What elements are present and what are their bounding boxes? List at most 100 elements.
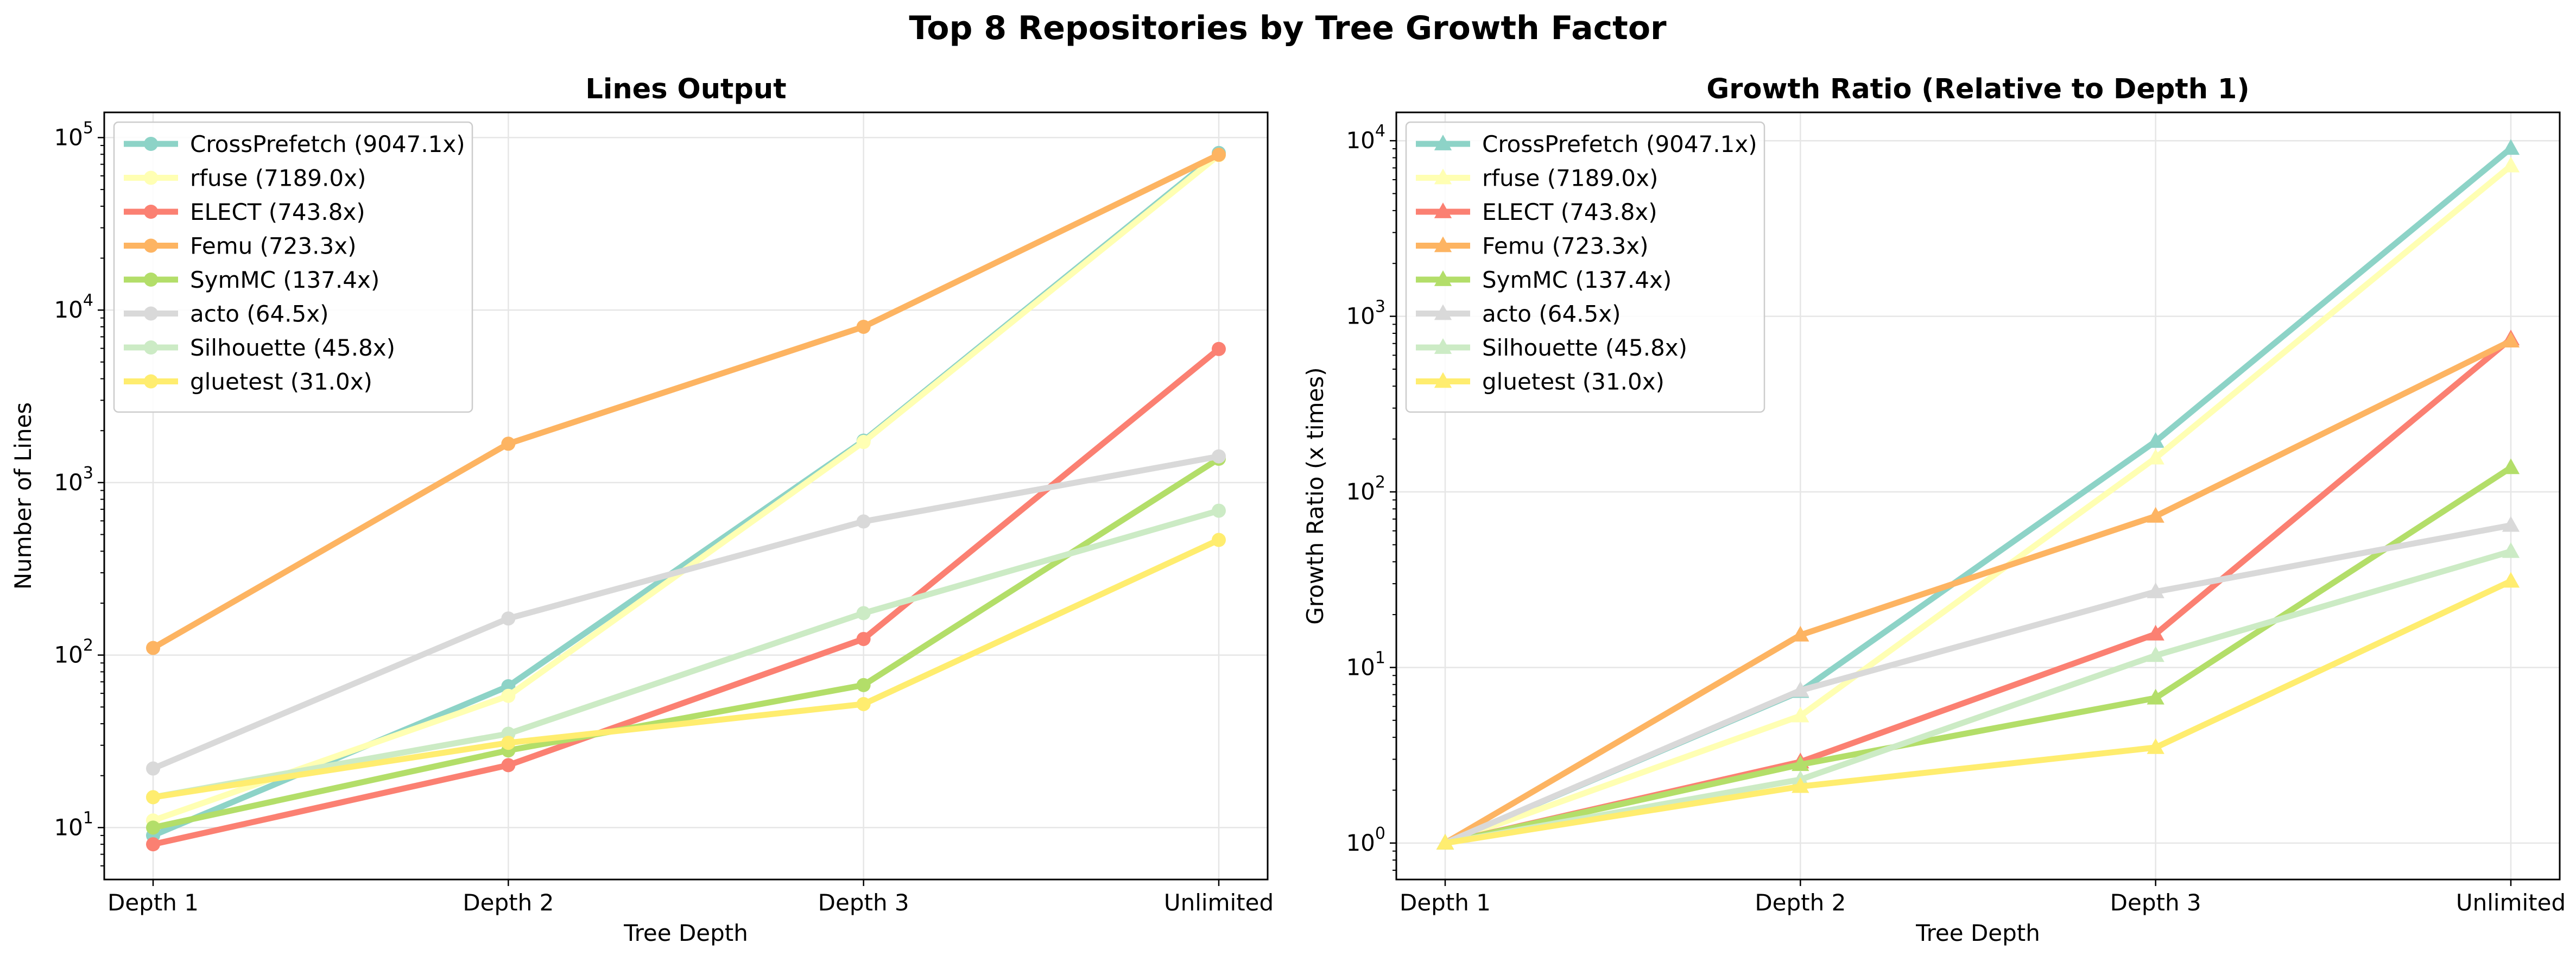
- y-tick-exponent: 1: [83, 808, 93, 827]
- legend-label: ELECT (743.8x): [190, 199, 365, 225]
- y-tick-label: 100: [1346, 824, 1385, 856]
- lines-output-panel: 101 102 103 104 105 Depth 1 Depth 2 Depth 3 Unli…: [10, 73, 1274, 946]
- y-tick-label: 101: [1346, 648, 1385, 680]
- data-point: [2502, 139, 2520, 155]
- data-point: [856, 319, 871, 334]
- y-axis-label: Number of Lines: [10, 402, 36, 590]
- series-gluetest: [1436, 572, 2520, 850]
- data-point: [146, 837, 160, 852]
- data-point: [2147, 624, 2164, 641]
- legend-marker: [144, 306, 158, 321]
- legend-marker: [1434, 338, 1452, 354]
- legend: CrossPrefetch (9047.1x) rfuse (7189.0x) EL…: [113, 121, 473, 413]
- data-point: [856, 678, 871, 692]
- data-point: [1792, 755, 1809, 771]
- legend-marker: [1434, 135, 1452, 150]
- y-tick-label: 102: [54, 636, 93, 668]
- data-point: [1212, 147, 1226, 162]
- legend-label: CrossPrefetch (9047.1x): [190, 131, 465, 157]
- data-point: [2147, 646, 2164, 662]
- legend-marker: [144, 137, 158, 151]
- x-tick-label: Depth 1: [107, 889, 199, 916]
- legend-marker: [144, 273, 158, 287]
- series-line-elect: [150, 346, 1222, 847]
- series-line-silhouette: [1442, 548, 2514, 846]
- data-point: [501, 736, 516, 750]
- data-point: [501, 436, 516, 451]
- y-tick-label: 104: [1346, 122, 1385, 154]
- data-point: [501, 688, 516, 703]
- data-point: [2502, 332, 2520, 348]
- data-point: [1792, 625, 1809, 642]
- legend-item-elect: ELECT (743.8x): [124, 199, 365, 225]
- y-tick-exponent: 2: [83, 636, 93, 655]
- series-femu: [146, 147, 1226, 655]
- legend-item-crossprefetch: CrossPrefetch (9047.1x): [1416, 131, 1757, 157]
- series-line-silhouette: [150, 508, 1222, 800]
- series-elect: [146, 341, 1226, 852]
- panel-title: Growth Ratio (Relative to Depth 1): [1706, 73, 2249, 105]
- legend-label: Femu (723.3x): [190, 233, 356, 260]
- x-tick-label: Depth 3: [818, 889, 909, 916]
- data-point: [856, 606, 871, 621]
- legend-marker: [144, 205, 158, 219]
- legend-item-femu: Femu (723.3x): [124, 233, 356, 260]
- y-tick-label: 101: [54, 808, 93, 840]
- legend-label: SymMC (137.4x): [190, 267, 379, 293]
- legend-label: Silhouette (45.8x): [1482, 334, 1687, 361]
- y-tick-label: 103: [1346, 298, 1385, 330]
- data-point: [146, 790, 160, 805]
- series-line-gluetest: [150, 537, 1222, 800]
- legend-item-acto: acto (64.5x): [1416, 301, 1621, 327]
- data-point: [2502, 516, 2520, 532]
- legend-item-gluetest: gluetest (31.0x): [124, 369, 372, 395]
- legend-label: CrossPrefetch (9047.1x): [1482, 131, 1757, 157]
- legend-label: acto (64.5x): [1482, 301, 1621, 327]
- legend-box: [1405, 121, 1765, 413]
- data-point: [1792, 777, 1809, 793]
- y-tick-exponent: 0: [1375, 824, 1385, 843]
- legend-marker: [1434, 168, 1452, 185]
- panel-title: Lines Output: [585, 73, 786, 105]
- series-gluetest: [146, 533, 1226, 805]
- legend-label: acto (64.5x): [190, 301, 329, 327]
- series-line-acto: [150, 453, 1222, 772]
- series-line-femu: [1442, 338, 2514, 846]
- data-point: [1436, 833, 1454, 850]
- legend-marker: [1434, 270, 1452, 286]
- legend-item-rfuse: rfuse (7189.0x): [1416, 165, 1658, 192]
- data-point: [2147, 432, 2164, 448]
- data-point: [2147, 738, 2164, 754]
- legend-marker: [1434, 372, 1452, 388]
- axes-frame: [1395, 111, 2561, 881]
- data-point: [2147, 688, 2164, 705]
- series-acto: [146, 449, 1226, 776]
- data-point: [1212, 503, 1226, 518]
- figure-title: Top 8 Repositories by Tree Growth Factor: [909, 9, 1667, 47]
- y-tick-exponent: 5: [83, 118, 93, 137]
- axes-frame: [103, 111, 1269, 881]
- y-tick-exponent: 2: [1375, 473, 1385, 492]
- series-line-symmc: [150, 455, 1222, 831]
- data-point: [501, 758, 516, 773]
- legend-item-femu: Femu (723.3x): [1416, 233, 1648, 260]
- legend-marker: [1434, 203, 1452, 218]
- data-point: [146, 641, 160, 655]
- data-point: [1792, 681, 1809, 697]
- y-tick-label: 103: [54, 464, 93, 496]
- y-tick-exponent: 1: [1375, 648, 1385, 667]
- legend-item-elect: ELECT (743.8x): [1416, 199, 1657, 225]
- legend-item-silhouette: Silhouette (45.8x): [1416, 334, 1687, 361]
- legend-marker: [144, 340, 158, 355]
- legend-label: SymMC (137.4x): [1482, 267, 1672, 293]
- legend-item-rfuse: rfuse (7189.0x): [124, 165, 366, 192]
- legend-marker: [144, 170, 158, 185]
- series-line-rfuse: [1442, 163, 2514, 846]
- data-point: [2502, 458, 2520, 474]
- x-tick-label: Depth 2: [463, 889, 554, 916]
- legend-marker: [144, 238, 158, 253]
- legend-item-crossprefetch: CrossPrefetch (9047.1x): [124, 131, 465, 157]
- legend-marker: [144, 374, 158, 389]
